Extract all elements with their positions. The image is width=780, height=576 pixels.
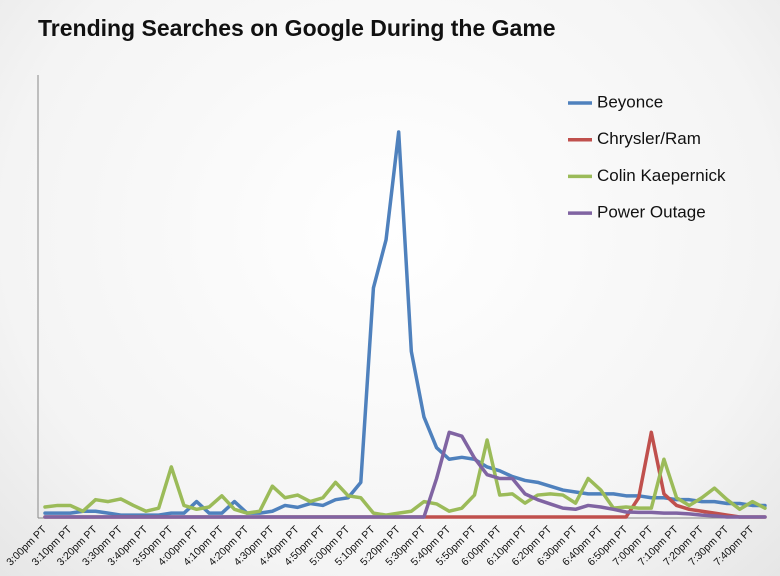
legend-label: Colin Kaepernick bbox=[597, 166, 726, 185]
chart-title: Trending Searches on Google During the G… bbox=[38, 15, 556, 41]
series-line bbox=[43, 430, 767, 519]
legend-label: Chrysler/Ram bbox=[597, 129, 701, 148]
legend-label: Power Outage bbox=[597, 203, 706, 222]
legend-label: Beyonce bbox=[597, 92, 663, 111]
series-line bbox=[43, 438, 767, 517]
series-line bbox=[43, 430, 767, 519]
series-line bbox=[43, 130, 767, 517]
